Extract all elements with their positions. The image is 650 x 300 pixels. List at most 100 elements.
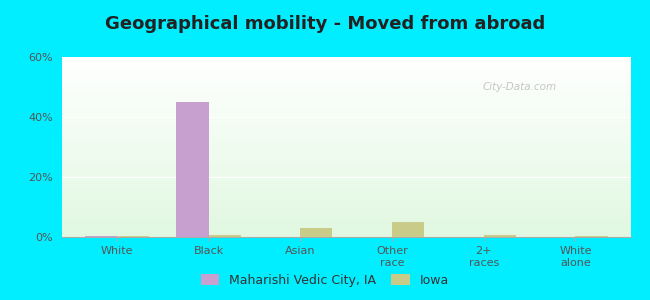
Bar bbox=[62, 131, 630, 132]
Bar bbox=[62, 193, 630, 194]
Bar bbox=[62, 91, 630, 92]
Bar bbox=[62, 70, 630, 71]
Bar bbox=[62, 184, 630, 185]
Bar bbox=[62, 124, 630, 125]
Bar bbox=[62, 139, 630, 140]
Bar bbox=[62, 200, 630, 201]
Bar bbox=[176, 102, 209, 237]
Bar bbox=[62, 60, 630, 61]
Bar bbox=[62, 59, 630, 60]
Bar bbox=[62, 123, 630, 124]
Bar bbox=[62, 207, 630, 208]
Bar bbox=[62, 115, 630, 116]
Bar bbox=[62, 105, 630, 106]
Bar bbox=[62, 151, 630, 152]
Bar bbox=[62, 172, 630, 173]
Bar bbox=[62, 159, 630, 160]
Bar bbox=[62, 145, 630, 146]
Bar bbox=[62, 206, 630, 207]
Bar bbox=[62, 132, 630, 133]
Bar bbox=[62, 212, 630, 213]
Bar bbox=[62, 150, 630, 151]
Bar bbox=[62, 179, 630, 180]
Bar bbox=[62, 232, 630, 233]
Bar bbox=[62, 196, 630, 197]
Bar bbox=[62, 171, 630, 172]
Bar bbox=[62, 183, 630, 184]
Bar bbox=[62, 130, 630, 131]
Bar bbox=[62, 185, 630, 186]
Bar bbox=[62, 199, 630, 200]
Bar bbox=[62, 73, 630, 74]
Bar bbox=[62, 235, 630, 236]
Bar bbox=[62, 120, 630, 121]
Bar bbox=[62, 82, 630, 83]
Bar bbox=[62, 187, 630, 188]
Bar bbox=[62, 127, 630, 128]
Bar bbox=[62, 208, 630, 209]
Bar bbox=[62, 221, 630, 222]
Bar bbox=[62, 98, 630, 99]
Bar bbox=[62, 136, 630, 137]
Bar bbox=[62, 231, 630, 232]
Bar bbox=[62, 225, 630, 226]
Bar bbox=[62, 75, 630, 76]
Bar bbox=[62, 140, 630, 141]
Bar bbox=[62, 233, 630, 234]
Bar bbox=[62, 129, 630, 130]
Bar bbox=[62, 66, 630, 67]
Bar bbox=[62, 156, 630, 157]
Bar bbox=[62, 162, 630, 163]
Bar bbox=[62, 113, 630, 114]
Text: Geographical mobility - Moved from abroad: Geographical mobility - Moved from abroa… bbox=[105, 15, 545, 33]
Bar bbox=[392, 222, 424, 237]
Bar bbox=[62, 102, 630, 103]
Bar bbox=[62, 228, 630, 229]
Bar bbox=[62, 74, 630, 75]
Bar bbox=[62, 227, 630, 228]
Bar bbox=[62, 198, 630, 199]
Bar bbox=[62, 209, 630, 210]
Bar bbox=[62, 80, 630, 81]
Bar bbox=[62, 157, 630, 158]
Bar bbox=[62, 112, 630, 113]
Bar bbox=[62, 178, 630, 179]
Bar bbox=[62, 86, 630, 87]
Bar bbox=[62, 99, 630, 100]
Bar bbox=[62, 97, 630, 98]
Bar bbox=[62, 158, 630, 159]
Bar bbox=[62, 141, 630, 142]
Bar bbox=[62, 166, 630, 167]
Bar bbox=[62, 119, 630, 120]
Bar bbox=[62, 217, 630, 218]
Bar bbox=[62, 96, 630, 97]
Bar bbox=[62, 165, 630, 166]
Bar bbox=[62, 114, 630, 115]
Bar bbox=[62, 195, 630, 196]
Bar bbox=[62, 169, 630, 170]
Bar bbox=[62, 176, 630, 177]
Text: City-Data.com: City-Data.com bbox=[483, 82, 557, 92]
Bar bbox=[62, 116, 630, 117]
Bar bbox=[62, 188, 630, 189]
Bar bbox=[62, 214, 630, 215]
Bar bbox=[62, 205, 630, 206]
Bar bbox=[62, 144, 630, 145]
Bar bbox=[62, 148, 630, 149]
Bar bbox=[62, 164, 630, 165]
Bar bbox=[62, 204, 630, 205]
Legend: Maharishi Vedic City, IA, Iowa: Maharishi Vedic City, IA, Iowa bbox=[197, 270, 453, 291]
Bar bbox=[62, 83, 630, 84]
Bar bbox=[209, 235, 240, 237]
Bar bbox=[62, 118, 630, 119]
Bar bbox=[62, 128, 630, 129]
Bar bbox=[62, 85, 630, 86]
Bar bbox=[62, 175, 630, 176]
Bar bbox=[62, 87, 630, 88]
Bar bbox=[62, 111, 630, 112]
Bar bbox=[62, 134, 630, 135]
Bar bbox=[62, 170, 630, 171]
Bar bbox=[62, 167, 630, 168]
Bar bbox=[62, 92, 630, 93]
Bar bbox=[62, 219, 630, 220]
